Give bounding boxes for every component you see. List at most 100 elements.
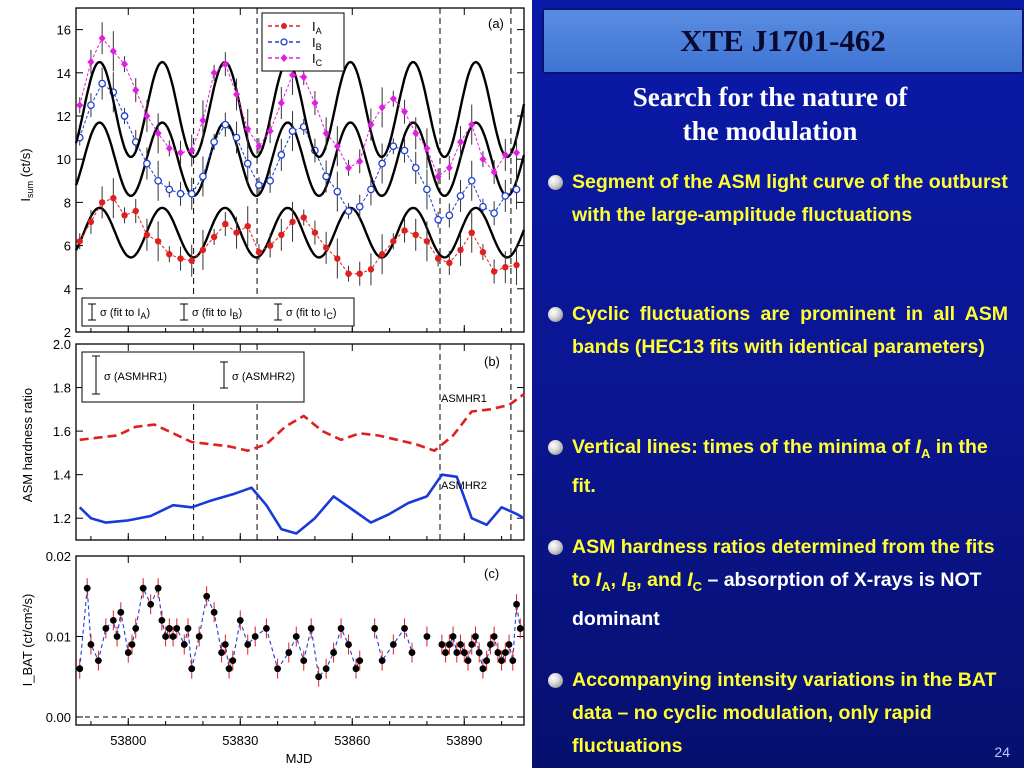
error-label: σ (ASMHR1) [104, 371, 167, 383]
data-point [109, 47, 117, 56]
data-point [188, 146, 196, 155]
data-point [277, 151, 286, 159]
bat-point [203, 592, 211, 600]
data-point [177, 148, 185, 157]
data-point [76, 238, 83, 245]
y-tick-label: 2.0 [53, 337, 71, 352]
bat-point [221, 641, 229, 648]
data-point [221, 120, 230, 129]
data-point [98, 79, 106, 88]
bullet-sub: C [692, 578, 703, 594]
data-point [289, 218, 296, 226]
bullet-dot-icon [548, 540, 563, 555]
data-point [110, 194, 117, 202]
data-point [423, 238, 431, 245]
bat-point [169, 633, 177, 640]
data-point [490, 268, 498, 275]
data-point [154, 176, 162, 185]
data-point [356, 270, 363, 277]
data-point [300, 214, 307, 221]
bullet-item: Cyclic fluctuations are prominent in all… [548, 298, 1008, 364]
data-point [143, 112, 151, 120]
series-label: ASMHR1 [441, 393, 487, 405]
fit-curve-I_B [74, 121, 526, 198]
data-point [411, 163, 420, 172]
legend-marker [281, 23, 287, 29]
bullet-item: ASM hardness ratios determined from the … [548, 531, 1008, 636]
data-point [345, 270, 352, 277]
data-point [467, 176, 476, 185]
bat-point [401, 625, 408, 632]
data-point [187, 189, 196, 198]
data-point [233, 229, 240, 236]
bat-point [475, 649, 483, 656]
data-line-I_B [79, 82, 517, 221]
bat-point [330, 649, 337, 656]
data-point [143, 159, 151, 168]
data-point [132, 207, 139, 215]
y-tick-label: 12 [57, 109, 71, 124]
data-line-I_A [79, 197, 517, 275]
bat-point [285, 649, 293, 656]
data-point [120, 112, 129, 120]
data-point [378, 103, 386, 112]
data-point [210, 68, 218, 77]
data-point [456, 192, 465, 200]
bat-point [345, 641, 352, 648]
bat-point [251, 633, 259, 640]
data-point [165, 144, 173, 153]
bullet-dot-icon [548, 440, 563, 455]
bat-point [337, 625, 345, 632]
data-point [512, 185, 521, 194]
bullet-item: Vertical lines: times of the minima of I… [548, 431, 1008, 503]
data-point [278, 231, 285, 238]
data-point [311, 99, 319, 108]
bullet-dot-icon [548, 307, 563, 322]
bat-point [158, 616, 166, 624]
bullet-sub: A [601, 578, 611, 594]
bat-point [378, 657, 386, 665]
data-point [98, 199, 106, 206]
data-point [333, 142, 341, 151]
panel-label-b: (b) [484, 354, 500, 369]
bat-point [132, 625, 140, 632]
bullet-dot-icon [548, 175, 563, 190]
bat-point [195, 633, 203, 640]
bat-point [464, 657, 472, 665]
bullet-sub: A [920, 445, 931, 461]
data-point [289, 70, 297, 79]
data-point [479, 248, 487, 256]
data-point [390, 238, 397, 245]
bat-point [468, 641, 476, 648]
data-point [199, 246, 207, 254]
bat-point [371, 625, 379, 632]
bullet-item: Segment of the ASM light curve of the ou… [548, 166, 1008, 232]
bat-point [236, 616, 244, 624]
series-label: ASMHR2 [441, 480, 487, 492]
data-point [389, 142, 398, 151]
bat-point [117, 608, 125, 616]
y-tick-label: 1.8 [53, 381, 71, 396]
bat-point [505, 641, 513, 648]
data-point [154, 238, 162, 245]
bat-point [356, 657, 364, 665]
bat-point [128, 641, 136, 648]
bat-point [487, 641, 494, 648]
data-point [389, 94, 397, 103]
bat-point [498, 657, 505, 665]
data-point [165, 185, 174, 194]
x-tick-label: 53860 [334, 733, 370, 748]
data-point [344, 207, 353, 215]
data-point [188, 257, 195, 264]
data-point [445, 211, 454, 220]
bat-point [263, 625, 270, 632]
bullet-item: Accompanying intensity variations in the… [548, 664, 1008, 763]
data-point [121, 212, 128, 219]
data-point [121, 60, 129, 69]
error-label: σ (fit to IB) [192, 307, 242, 321]
data-point [501, 192, 510, 200]
data-point [401, 107, 409, 116]
figure-panel: 2 4 6 8 10 12 14 16 (a) IA IB IC σ (fit to IA) σ (fit… [18, 7, 526, 766]
x-tick-label: 53830 [222, 733, 258, 748]
data-point [244, 124, 252, 133]
